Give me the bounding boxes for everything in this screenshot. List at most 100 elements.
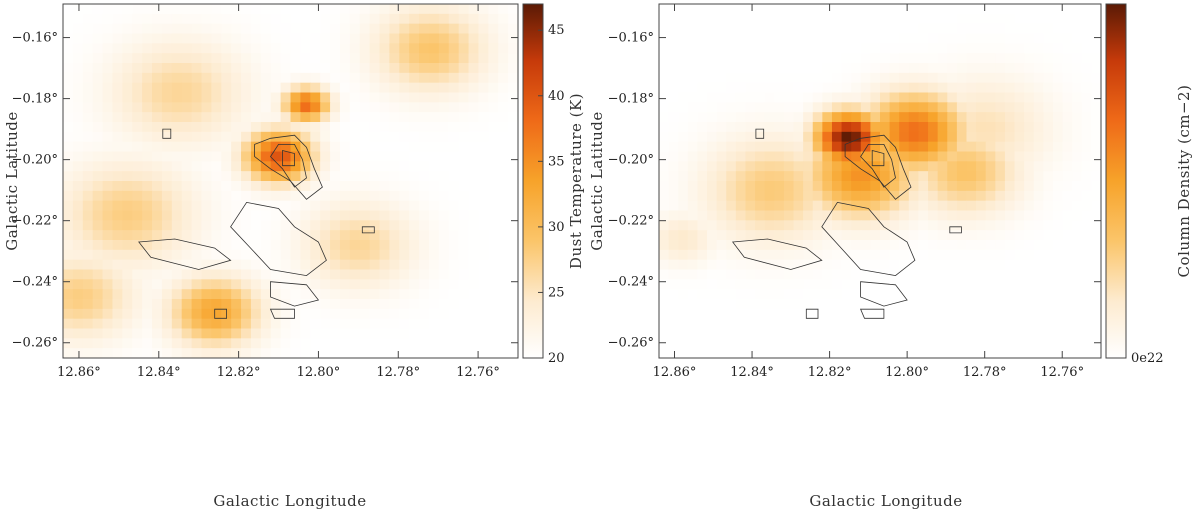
heatmap-cell: [82, 92, 94, 103]
heatmap-cell: [841, 259, 852, 271]
heatmap-cell: [1072, 23, 1083, 35]
heatmap-cell: [860, 112, 871, 123]
heatmap-cell: [82, 338, 94, 349]
heatmap-cell: [152, 190, 163, 202]
heatmap-cell: [899, 53, 910, 64]
heatmap-cell: [908, 141, 920, 153]
heatmap-cell: [260, 269, 272, 280]
heatmap-cell: [270, 220, 282, 231]
heatmap-cell: [300, 230, 311, 241]
heatmap-cell: [1062, 200, 1073, 212]
heatmap-cell: [122, 259, 133, 271]
heatmap-cell: [419, 112, 430, 123]
heatmap-cell: [851, 190, 862, 202]
y-tick-label: −0.22°: [12, 214, 58, 229]
heatmap-cell: [142, 112, 153, 123]
heatmap-cell: [659, 92, 670, 103]
heatmap-cell: [171, 308, 183, 320]
heatmap-cell: [369, 348, 381, 358]
heatmap-cell: [478, 72, 489, 84]
heatmap-cell: [181, 240, 193, 251]
heatmap-cell: [260, 289, 272, 300]
heatmap-cell: [399, 72, 410, 84]
heatmap-cell: [889, 210, 900, 221]
heatmap-cell: [764, 82, 775, 94]
heatmap-cell: [764, 13, 775, 25]
heatmap-cell: [918, 92, 929, 103]
heatmap-cell: [783, 4, 795, 15]
heatmap-cell: [735, 220, 747, 231]
heatmap-cell: [803, 151, 814, 162]
heatmap-cell: [171, 72, 183, 84]
heatmap-cell: [889, 161, 900, 172]
heatmap-cell: [918, 220, 929, 231]
heatmap-cell: [379, 269, 391, 280]
heatmap-cell: [171, 338, 183, 349]
heatmap-cell: [745, 289, 756, 300]
heatmap-cell: [102, 210, 114, 221]
heatmap-cell: [320, 318, 331, 330]
heatmap-cell: [678, 220, 689, 231]
heatmap-cell: [142, 151, 153, 162]
heatmap-cell: [211, 308, 222, 320]
heatmap-cell: [860, 43, 871, 54]
heatmap-cell: [1033, 249, 1044, 261]
heatmap-cell: [899, 240, 910, 251]
heatmap-cell: [241, 240, 252, 251]
heatmap-cell: [310, 299, 321, 310]
heatmap-cell: [764, 240, 775, 251]
heatmap-cell: [697, 279, 708, 290]
heatmap-cell: [92, 348, 104, 358]
heatmap-cell: [899, 92, 910, 103]
heatmap-cell: [498, 190, 509, 202]
heatmap-cell: [152, 63, 163, 74]
heatmap-cell: [102, 269, 114, 280]
heatmap-cell: [428, 33, 440, 44]
heatmap-cell: [1052, 318, 1064, 330]
heatmap-cell: [161, 200, 173, 212]
heatmap-cell: [899, 269, 910, 280]
heatmap-cell: [812, 23, 823, 35]
heatmap-cell: [966, 4, 977, 15]
heatmap-cell: [870, 131, 881, 143]
heatmap-cell: [1033, 112, 1044, 123]
heatmap-cell: [764, 348, 775, 358]
heatmap-cell: [161, 161, 173, 172]
heatmap-cell: [956, 171, 968, 182]
heatmap-cell: [659, 308, 670, 320]
heatmap-cell: [726, 240, 737, 251]
heatmap-cell: [707, 53, 718, 64]
heatmap-cell: [735, 328, 747, 339]
heatmap-cell: [764, 190, 775, 202]
heatmap-cell: [399, 92, 410, 103]
heatmap-cell: [290, 279, 301, 290]
heatmap-cell: [419, 13, 430, 25]
heatmap-cell: [260, 63, 272, 74]
heatmap-cell: [1004, 318, 1016, 330]
heatmap-cell: [995, 181, 1006, 192]
heatmap-cell: [841, 131, 852, 143]
heatmap-cell: [241, 4, 252, 15]
heatmap-cell: [889, 338, 900, 349]
heatmap-cell: [803, 279, 814, 290]
heatmap-cell: [161, 122, 173, 133]
heatmap-cell: [488, 23, 499, 35]
heatmap-cell: [908, 269, 920, 280]
heatmap-cell: [880, 72, 891, 84]
heatmap-cell: [419, 299, 430, 310]
heatmap-cell: [320, 348, 331, 358]
heatmap-cell: [1033, 63, 1044, 74]
heatmap-cell: [221, 210, 232, 221]
heatmap-cell: [841, 23, 852, 35]
heatmap-cell: [448, 102, 460, 113]
heatmap-cell: [102, 112, 114, 123]
heatmap-cell: [1062, 279, 1073, 290]
contour-line: [755, 128, 765, 139]
heatmap-cell: [985, 289, 996, 300]
heatmap-cell: [707, 161, 718, 172]
heatmap-cell: [211, 328, 222, 339]
x-tick-label: 12.76°: [1040, 365, 1084, 380]
y-tick-label: −0.20°: [608, 153, 654, 168]
heatmap-cell: [419, 181, 430, 192]
heatmap-cell: [280, 299, 292, 310]
